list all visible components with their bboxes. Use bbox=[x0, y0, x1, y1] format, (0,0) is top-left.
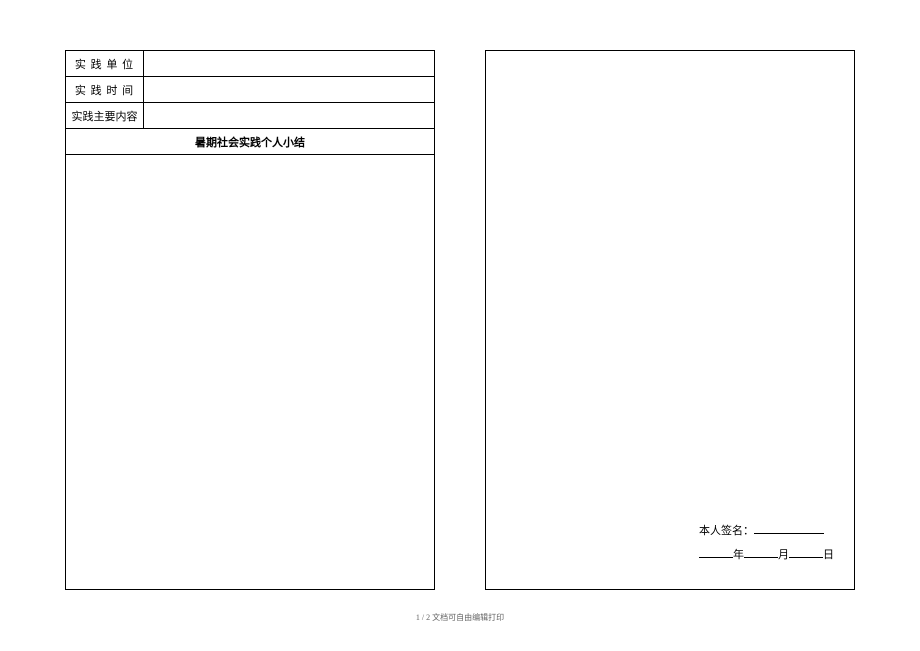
signature-underline bbox=[754, 523, 824, 534]
value-unit bbox=[144, 51, 434, 76]
pages-container: 实 践 单 位 实 践 时 间 实践主要内容 暑期社会实践个人小结 本人签名： … bbox=[0, 0, 920, 590]
signature-block: 本人签名： 年 月 日 bbox=[699, 519, 834, 567]
row-unit: 实 践 单 位 bbox=[66, 51, 434, 77]
page-footer: 1 / 2 文档可自由编辑打印 bbox=[0, 612, 920, 623]
value-content bbox=[144, 103, 434, 128]
year-underline bbox=[699, 547, 733, 558]
day-underline bbox=[789, 547, 823, 558]
signature-line: 本人签名： bbox=[699, 519, 834, 543]
month-suffix: 月 bbox=[778, 549, 789, 561]
month-underline bbox=[744, 547, 778, 558]
section-title: 暑期社会实践个人小结 bbox=[66, 129, 434, 155]
day-suffix: 日 bbox=[823, 549, 834, 561]
row-time: 实 践 时 间 bbox=[66, 77, 434, 103]
right-page: 本人签名： 年 月 日 bbox=[485, 50, 855, 590]
row-content: 实践主要内容 bbox=[66, 103, 434, 129]
date-line: 年月日 bbox=[699, 543, 834, 567]
signature-label: 本人签名： bbox=[699, 525, 754, 537]
label-content: 实践主要内容 bbox=[66, 103, 144, 128]
value-time bbox=[144, 77, 434, 102]
label-unit: 实 践 单 位 bbox=[66, 51, 144, 76]
label-time: 实 践 时 间 bbox=[66, 77, 144, 102]
left-page: 实 践 单 位 实 践 时 间 实践主要内容 暑期社会实践个人小结 bbox=[65, 50, 435, 590]
year-suffix: 年 bbox=[733, 549, 744, 561]
